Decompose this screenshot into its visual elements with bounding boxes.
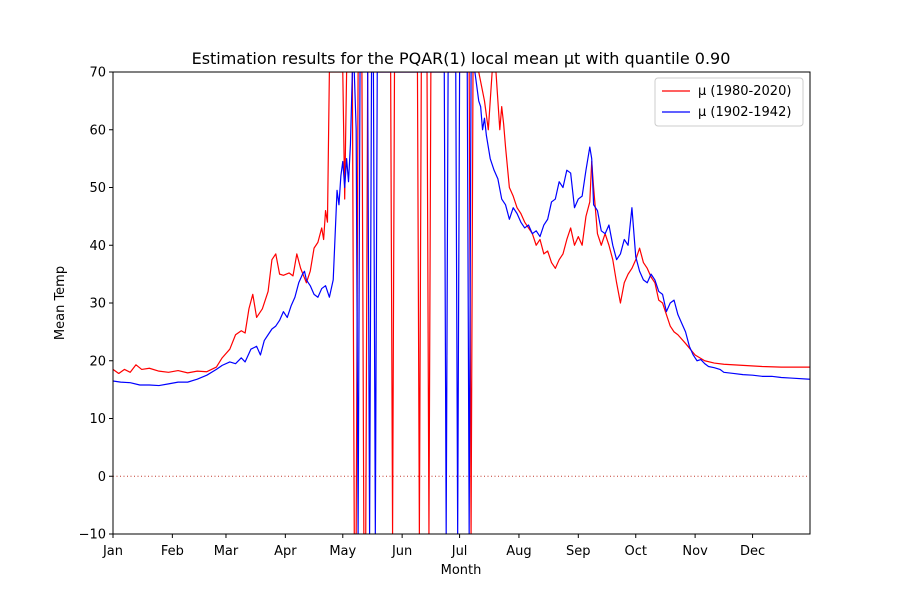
chart-title: Estimation results for the PQAR(1) local… xyxy=(192,49,731,68)
x-tick-label: Jun xyxy=(391,544,412,559)
y-tick-label: 20 xyxy=(89,354,106,369)
x-tick-label: Oct xyxy=(625,544,647,559)
x-tick-label: Mar xyxy=(214,544,239,559)
x-tick-label: Aug xyxy=(506,544,531,559)
x-tick-label: Jul xyxy=(451,544,468,559)
series-line-1902-1942 xyxy=(113,72,810,534)
x-axis-label: Month xyxy=(441,563,482,578)
x-tick-label: Apr xyxy=(274,544,297,559)
x-tick-label: Jan xyxy=(102,544,123,559)
series-line-1980-2020 xyxy=(113,72,810,534)
x-tick-label: May xyxy=(329,544,356,559)
x-tick-label: Feb xyxy=(161,544,184,559)
x-axis: Jan Feb Mar Apr May Jun Jul Aug Sep Oct Nov Dec xyxy=(102,534,765,559)
y-tick-label: 10 xyxy=(89,412,106,427)
legend: μ (1980-2020) μ (1902-1942) xyxy=(654,77,804,127)
legend-label-1980-2020: μ (1980-2020) xyxy=(698,84,791,99)
series-layer xyxy=(113,72,810,534)
legend-label-1902-1942: μ (1902-1942) xyxy=(698,105,791,120)
plot-frame xyxy=(112,71,811,535)
y-tick-label: 0 xyxy=(98,470,106,485)
legend-box xyxy=(654,77,804,127)
y-tick-label: −10 xyxy=(79,528,106,543)
y-tick-label: 70 xyxy=(89,66,106,81)
y-tick-label: 50 xyxy=(89,181,106,196)
x-tick-label: Nov xyxy=(682,544,708,559)
y-tick-label: 60 xyxy=(89,123,106,138)
y-axis-label: Mean Temp xyxy=(53,266,68,340)
x-tick-label: Sep xyxy=(566,544,591,559)
y-tick-label: 40 xyxy=(89,239,106,254)
y-tick-label: 30 xyxy=(89,297,106,312)
x-tick-label: Dec xyxy=(740,544,765,559)
y-axis: −10 0 10 20 30 40 50 60 70 xyxy=(79,66,113,543)
